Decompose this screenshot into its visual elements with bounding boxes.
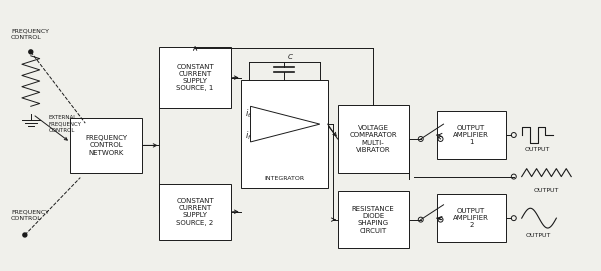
Bar [338,105,409,173]
Text: FREQUENCY
CONTROL
NETWORK: FREQUENCY CONTROL NETWORK [85,135,127,156]
Bar [436,111,506,159]
Text: CONSTANT
CURRENT
SUPPLY
SOURCE, 2: CONSTANT CURRENT SUPPLY SOURCE, 2 [176,198,214,225]
Bar [159,47,231,108]
Circle shape [23,233,27,237]
Text: OUTPUT: OUTPUT [534,188,559,193]
Bar [240,80,328,188]
Text: OUTPUT: OUTPUT [526,233,551,238]
Bar [436,194,506,242]
Text: $i_f$: $i_f$ [245,130,252,142]
Text: INTEGRATOR: INTEGRATOR [264,176,304,180]
Text: $i_t$: $i_t$ [245,108,251,121]
Text: C: C [288,54,293,60]
Bar [70,118,142,173]
Circle shape [29,50,33,54]
Text: OUTPUT: OUTPUT [525,147,551,152]
Bar [159,183,231,240]
Text: FREQUENCY
CONTROL: FREQUENCY CONTROL [11,209,49,221]
Bar [338,191,409,248]
Text: FREQUENCY
CONTROL: FREQUENCY CONTROL [11,28,49,40]
Text: OUTPUT
AMPLIFIER
2: OUTPUT AMPLIFIER 2 [453,208,489,228]
Text: EXTERNAL
FREQUENCY
CONTROL: EXTERNAL FREQUENCY CONTROL [49,115,82,133]
Text: OUTPUT
AMPLIFIER
1: OUTPUT AMPLIFIER 1 [453,125,489,145]
Text: VOLTAGE
COMPARATOR
MULTI-
VIBRATOR: VOLTAGE COMPARATOR MULTI- VIBRATOR [349,125,397,153]
Text: CONSTANT
CURRENT
SUPPLY
SOURCE, 1: CONSTANT CURRENT SUPPLY SOURCE, 1 [176,64,214,92]
Text: RESISTANCE
DIODE
SHAPING
CIRCUIT: RESISTANCE DIODE SHAPING CIRCUIT [352,206,395,234]
